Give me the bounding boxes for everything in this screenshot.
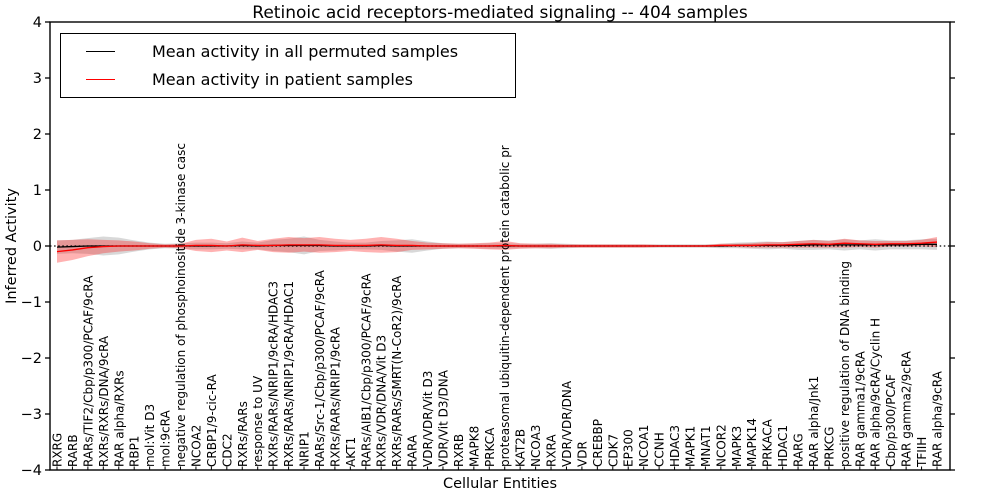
y-tick-label: −1 [21,295,42,311]
x-tick-label: RARs/AIB1/Cbp/p300/PCAF/9cRA [359,273,373,467]
x-tick-label: HDAC1 [776,425,790,467]
x-axis-label: Cellular Entities [442,476,558,492]
legend-item-patient: Mean activity in patient samples [61,70,515,89]
x-tick-label: RARA [406,434,420,467]
x-tick-label: TFIIH [915,437,929,468]
x-tick-label: RXRs/RARs/NRIP1/9cRA [328,326,342,467]
x-tick-label: negative regulation of phosphoinositide … [174,143,188,467]
x-tick-label: CREBBP [591,419,605,467]
y-tick-label: 4 [33,15,42,31]
x-tick-label: RXRs/RARs [236,401,250,467]
x-tick-label: VDR/VDR/Vit D3 [421,371,435,467]
y-tick-label: 0 [33,239,42,255]
x-tick-label: mol:9cRA [159,410,173,467]
x-tick-label: NCOA2 [189,425,203,467]
patient-mean-line [56,241,938,253]
y-tick-label: 3 [33,71,42,87]
x-tick-label: PRKACA [761,418,775,467]
x-tick-label: AKT1 [344,437,358,467]
x-tick-label: RXRB [452,434,466,467]
x-tick-label: MAPK14 [745,418,759,467]
chart-title: Retinoic acid receptors-mediated signali… [252,3,748,23]
y-axis-label: Inferred Activity [4,188,20,304]
x-tick-label: RXRs/RXRs/DNA/9cRA [97,335,111,467]
x-tick-label: PRKCG [822,427,836,467]
x-tick-label: mol:Vit D3 [143,404,157,467]
x-tick-label: PRKCA [483,427,497,467]
x-tick-label: RAR alpha/9cRA [931,370,945,467]
y-tick-label: −4 [21,463,42,479]
x-tick-label: RARs/TIF2/Cbp/p300/PCAF/9cRA [81,275,95,467]
x-tick-label: RARs/Src-1/Cbp/p300/PCAF/9cRA [313,269,327,467]
x-tick-label: VDR/VDR/DNA [560,380,574,467]
x-tick-label: KAT2B [514,429,528,467]
x-tick-label: response to UV [251,375,265,467]
legend-label: Mean activity in patient samples [152,69,413,89]
legend-label: Mean activity in all permuted samples [152,42,459,62]
y-tick-label: 1 [33,183,42,199]
x-tick-label: EP300 [622,429,636,467]
x-tick-label: RXRs/VDR/DNA/Vit D3 [375,335,389,467]
x-tick-label: NRIP1 [298,431,312,467]
x-tick-label: MAPK8 [467,426,481,467]
x-tick-label: VDR/Vit D3/DNA [436,369,450,467]
x-tick-label: RAR gamma2/9cRA [900,350,914,467]
x-tick-label: RXRG [51,433,65,467]
x-tick-label: Cbp/p300/PCAF [884,374,898,467]
y-tick-label: −2 [21,351,42,367]
y-tick-label: −3 [21,407,42,423]
x-tick-label: NCOA3 [529,425,543,467]
patient-line-swatch [86,78,115,80]
x-tick-label: MNAT1 [699,425,713,467]
x-tick-label: RARB [66,434,80,467]
x-tick-label: RXRs/RARs/NRIP1/9cRA/HDAC1 [282,281,296,467]
x-tick-label: MAPK3 [730,426,744,467]
x-tick-label: proteasomal ubiquitin-dependent protein … [498,145,512,467]
legend: Mean activity in all permuted samples Me… [60,33,516,98]
x-tick-label: RAR alpha/9cRA/Cyclin H [869,318,883,467]
x-tick-label: VDR [575,441,589,467]
x-tick-label: CDK7 [606,434,620,467]
permuted-line-swatch [86,51,115,53]
patient-std-band [57,237,937,263]
x-tick-label: CRBP1/9-cic-RA [205,373,219,467]
x-tick-label: NCOR2 [714,424,728,467]
x-tick-label: NCOA1 [637,425,651,467]
x-tick-label: positive regulation of DNA binding [838,261,852,467]
x-tick-label: RAR gamma1/9cRA [853,350,867,467]
x-tick-label: MAPK1 [683,426,697,467]
x-tick-label: RARG [792,433,806,467]
x-tick-label: RAR alpha/Jnk1 [807,376,821,467]
x-tick-label: CCNH [653,432,667,467]
x-tick-label: CDC2 [220,433,234,467]
x-tick-label: RXRs/RARs/SMRT(N-CoR2)/9cRA [390,275,404,467]
x-tick-label: RXRs/RARs/NRIP1/9cRA/HDAC3 [267,281,281,467]
y-tick-label: 2 [33,127,42,143]
x-tick-label: RAR alpha/RXRs [112,370,126,467]
x-tick-label: HDAC3 [668,425,682,467]
legend-item-permuted: Mean activity in all permuted samples [61,42,515,61]
x-tick-label: RXRA [545,434,559,467]
x-tick-label: RBP1 [128,436,142,467]
